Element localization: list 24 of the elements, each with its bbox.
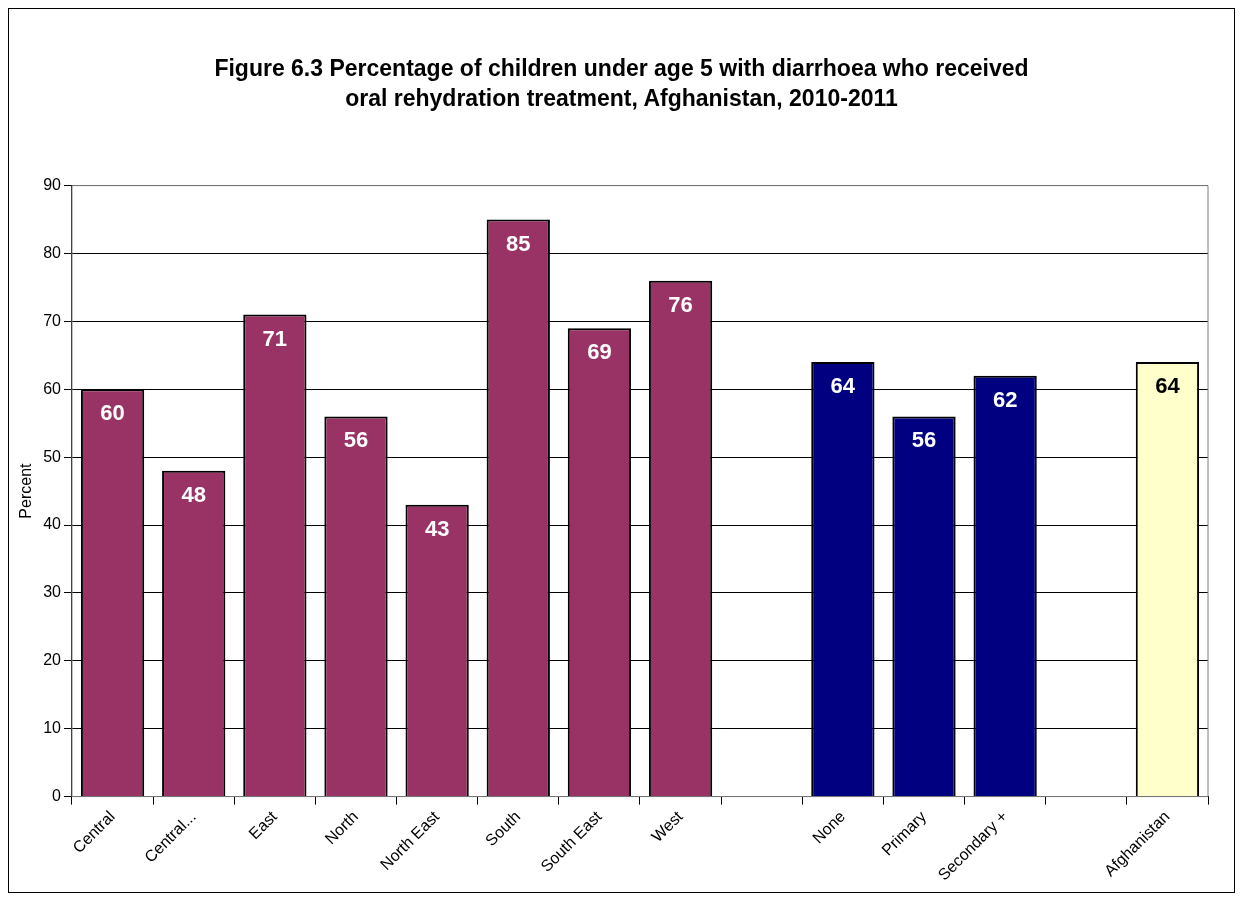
data-label: 56 [911,427,937,453]
data-label: 64 [1155,373,1181,399]
y-tick-label: 20 [43,651,62,669]
data-label: 43 [424,515,450,541]
data-label: 62 [992,386,1018,412]
y-tick-label: 90 [43,176,62,194]
y-axis-title: Percent [17,462,35,519]
data-label: 56 [343,427,369,453]
data-label: 76 [668,291,693,317]
data-label: 85 [506,230,531,256]
y-tick-label: 40 [43,515,62,533]
y-tick-label: 30 [43,583,62,601]
chart-title: Figure 6.3 Percentage of children under age 5 with diarrhoea who received oral rehydration treatment, Afghanistan, 2010-2011 [213,54,1030,113]
y-tick-label: 80 [43,243,62,261]
y-tick-label: 0 [52,786,62,804]
data-label: 69 [587,339,612,365]
data-label: 64 [830,373,856,399]
data-label: 71 [262,325,288,351]
data-label: 48 [181,481,206,507]
y-tick-label: 10 [43,719,62,737]
y-tick-label: 60 [43,379,62,397]
y-tick-label: 50 [43,447,62,465]
data-label: 60 [100,400,125,426]
y-tick-label: 70 [43,311,62,329]
